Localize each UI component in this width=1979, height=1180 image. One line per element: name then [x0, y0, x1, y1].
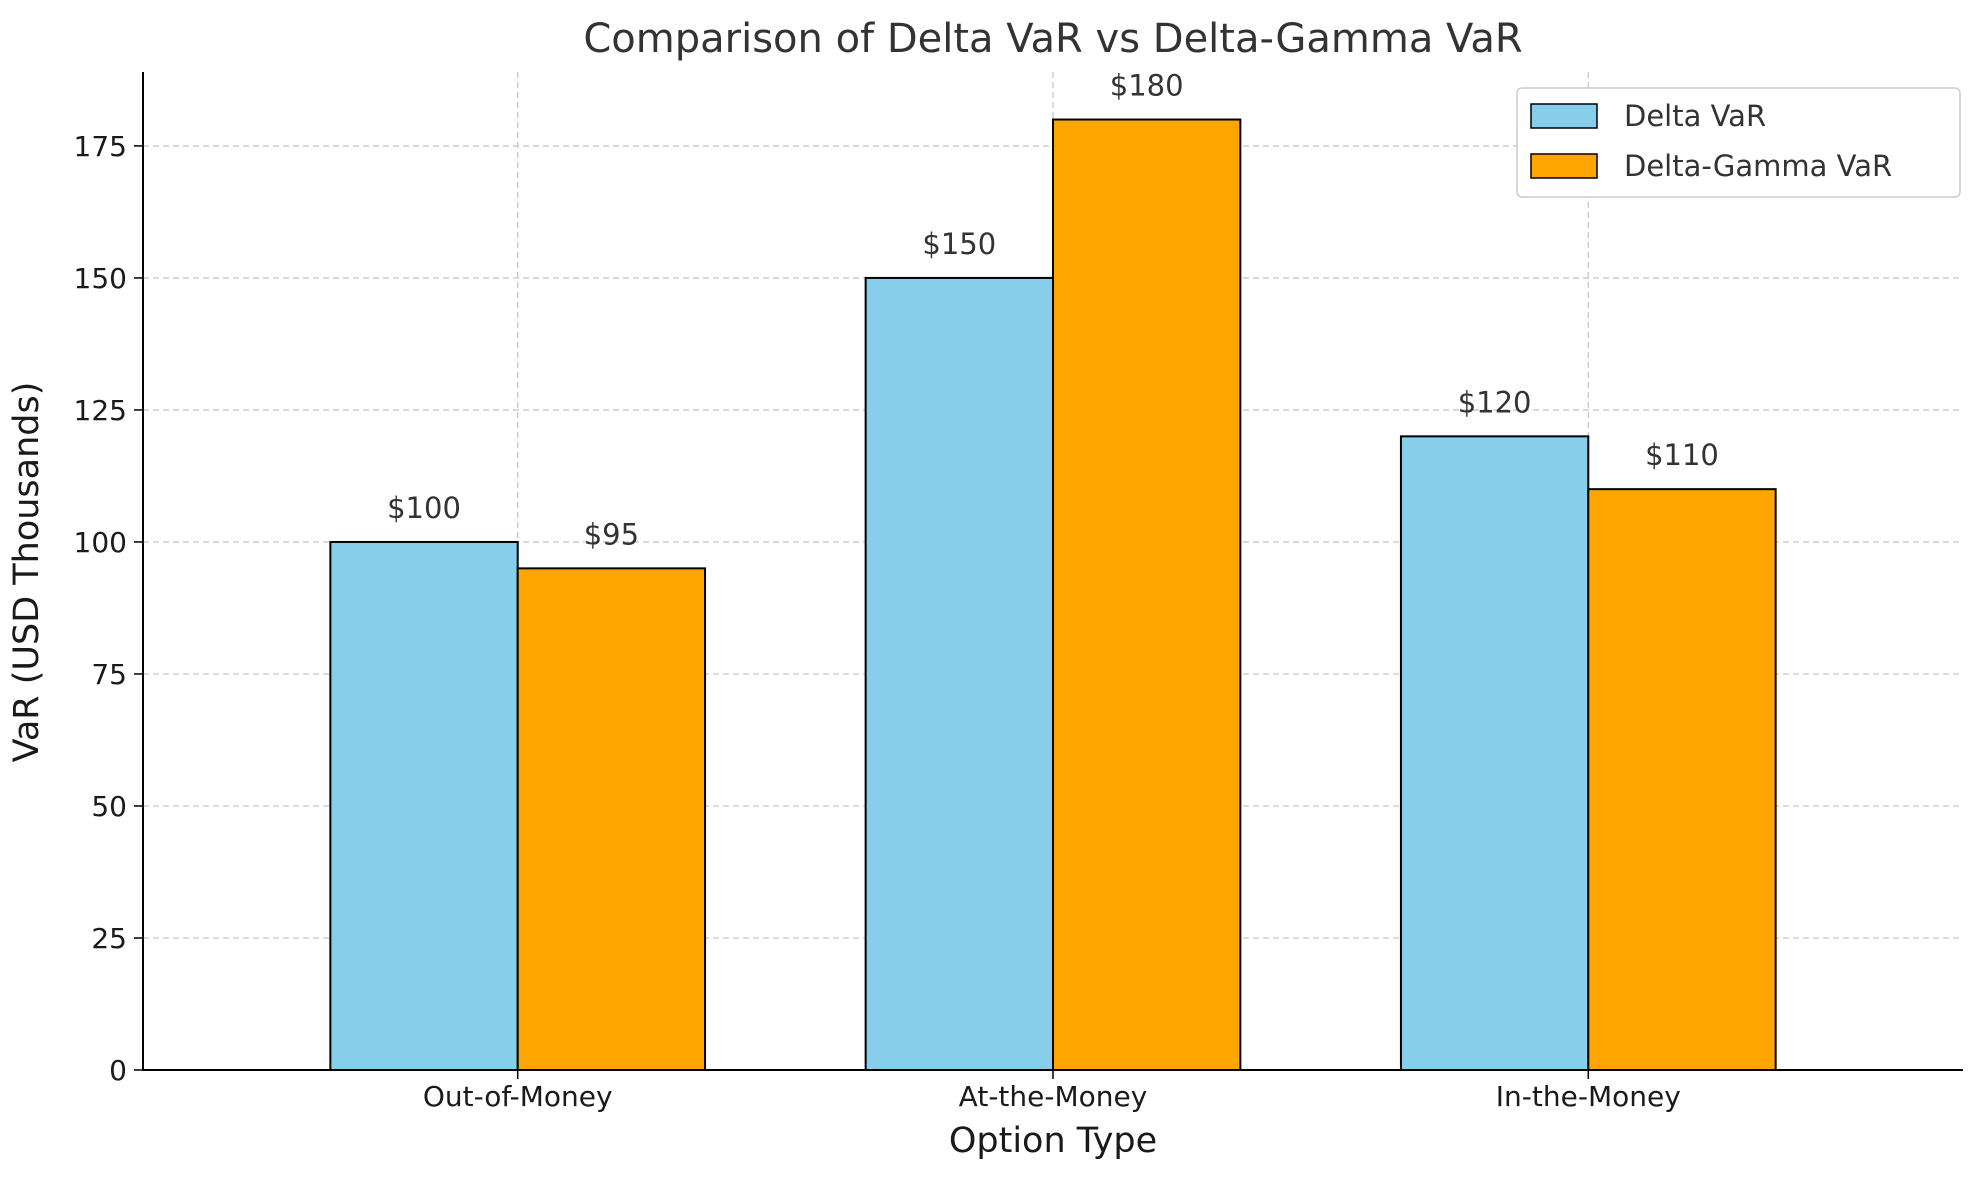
legend-label-delta-var: Delta VaR [1624, 99, 1766, 133]
legend-swatch-delta-var [1530, 103, 1598, 129]
y-tick-label: 175 [74, 130, 127, 163]
data-label-delta-var: $120 [1458, 385, 1532, 419]
y-tick-label: 150 [74, 262, 127, 295]
bar-delta-gamma-var [1052, 118, 1242, 1072]
data-label-delta-var: $100 [387, 491, 461, 525]
y-tick-label: 100 [74, 526, 127, 559]
y-axis-title: VaR (USD Thousands) [7, 382, 47, 763]
bars [329, 118, 1777, 1072]
legend-frame [1516, 87, 1961, 198]
bar-delta-var [864, 276, 1054, 1071]
data-label-delta-var: $150 [922, 227, 996, 261]
data-label-delta-gamma-var: $95 [584, 517, 639, 551]
chart-title: Comparison of Delta VaR vs Delta-Gamma V… [583, 16, 1522, 62]
y-tick-label: 75 [91, 658, 127, 691]
x-tick-label: In-the-Money [1496, 1080, 1681, 1113]
y-tick-label: 50 [91, 790, 127, 823]
x-tick-label: Out-of-Money [423, 1080, 613, 1113]
bar-delta-var [1399, 435, 1590, 1072]
bar-delta-gamma-var [516, 567, 707, 1071]
y-tick-label: 25 [91, 922, 127, 955]
bar-delta-gamma-var [1587, 488, 1777, 1071]
y-tick-label: 0 [109, 1054, 127, 1087]
y-axis-ticks: 0 25 50 75 100 125 150 175 [74, 130, 143, 1087]
x-axis-title: Option Type [949, 1121, 1157, 1161]
x-tick-label: At-the-Money [959, 1080, 1148, 1113]
data-label-delta-gamma-var: $180 [1110, 69, 1184, 103]
x-axis-ticks: Out-of-Money At-the-Money In-the-Money [423, 1070, 1681, 1113]
data-label-delta-gamma-var: $110 [1645, 438, 1719, 472]
bar-delta-var [329, 540, 519, 1071]
y-tick-label: 125 [74, 394, 127, 427]
legend-label-delta-gamma-var: Delta-Gamma VaR [1624, 149, 1892, 183]
legend-swatch-delta-gamma-var [1530, 153, 1598, 179]
data-labels: $100 $150 $120 $95 $180 $110 [387, 69, 1719, 552]
legend: Delta VaR Delta-Gamma VaR [1516, 87, 1961, 198]
